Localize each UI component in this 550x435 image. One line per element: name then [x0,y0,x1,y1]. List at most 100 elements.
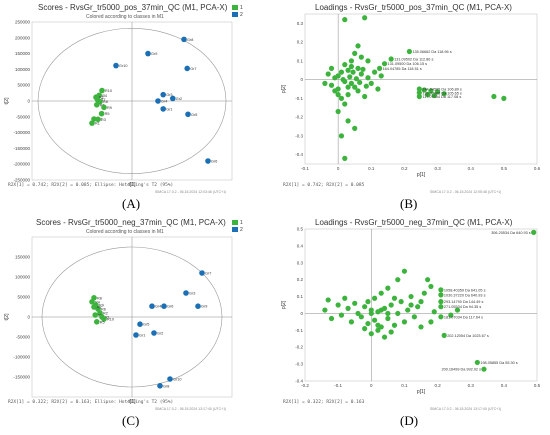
y-tick-label: 50000 [17,83,30,88]
legend-label: 1 [240,219,243,226]
data-point [161,303,167,309]
data-point [145,50,151,57]
point-label: R6 [101,308,106,312]
loading-point [428,283,434,290]
loading-point [338,95,345,101]
loading-point [355,65,361,71]
loading-point [391,322,398,328]
data-point [167,376,173,382]
loading-point [474,359,480,366]
loading-point [325,71,331,77]
loading-point [348,319,354,325]
loading-point [342,62,348,68]
loading-point [347,74,353,80]
chart-subtitle: Colored according to classes in M1 [86,229,164,235]
loading-point [425,92,431,98]
loading-point [491,93,497,100]
loadings-plot-d: 0.50.40.30.20.10-0.1-0.2-0.3-0.4-0.2 -0.1… [281,227,541,396]
loading-point [416,86,422,92]
loading-point [375,322,381,328]
loading-point [418,299,424,305]
loading-point [378,73,384,79]
loading-point [428,319,434,325]
loading-point [322,80,328,86]
loading-point [408,302,414,308]
loading-point [376,65,383,71]
point-label: R2 [99,96,104,100]
loading-point [342,101,348,107]
loading-point [368,80,374,86]
loading-point [362,304,368,310]
y-tick-label: -0.4 [295,152,303,157]
loading-point [355,43,361,49]
panel-d: Loadings - RvsGr_tr5000_neg_37min_QC (M1… [275,215,550,435]
loading-point [355,88,361,94]
loading-point [352,300,358,306]
point-label: R8 [103,100,108,104]
loading-point [328,65,335,71]
y-axis-label: p[2] [281,84,287,93]
legend: 1 2 [232,219,243,233]
point-label: Gr6 [167,305,173,309]
y-axis-label: t[2] [4,313,10,321]
legend-swatch [232,227,238,232]
legend-label: 2 [240,226,243,233]
loading-point [335,108,341,115]
chart-title: Loadings - RvsGr_tr5000_neg_37min_QC (M1… [315,218,513,227]
point-label: Gr3 [166,93,172,97]
x-tick-label: 0.1 [401,383,408,388]
data-point [101,104,107,111]
legend-label: 1 [240,4,243,11]
point-label: Gr2 [176,97,182,101]
loading-point [358,314,364,320]
point-label: Gr5 [191,113,197,117]
loading-point [381,334,388,340]
point-label: R7 [97,306,102,310]
data-point [195,303,201,309]
loading-point [418,324,424,330]
plot-frame [304,228,538,382]
loading-point [335,302,341,308]
legend-swatch [232,220,238,225]
x-tick-label: -0.1 [301,166,309,171]
y-tick-label: -0.2 [295,345,303,350]
y-axis-label: p[2] [281,300,287,309]
x-tick-label: 0.3 [434,166,441,171]
panel-c: Scores - RvsGr_tr5000_neg_37min_QC (M1, … [0,215,275,435]
y-tick-label: 0 [27,315,30,320]
y-tick-label: 100000 [15,275,31,280]
point-label: Gr10 [173,378,181,382]
data-point [89,120,95,126]
legend-item: 1 [232,219,243,226]
data-point [137,321,143,327]
point-label: Gr1 [166,107,172,111]
annotation-label: 117.07034 Da 117.08 s [422,95,461,99]
y-tick-label: 0 [300,311,303,316]
x-axis-label: p[1] [417,172,426,178]
loading-point [454,307,461,313]
loading-point [428,88,434,94]
data-point [95,116,101,123]
loading-point [388,56,394,62]
point-label: R5 [105,112,110,116]
chart-title: Scores - RvsGr_tr5000_pos_37min_QC (M1, … [38,3,228,12]
y-tick-label: -50000 [16,335,31,340]
loading-point [365,299,371,305]
point-label: R2 [103,312,108,316]
chart-subtitle: Colored according to classes in M1 [86,14,164,20]
loading-point [431,92,437,99]
y-tick-label: 0 [27,99,30,104]
y-tick-label: 250000 [15,20,31,25]
chart-footer: R2X[1] = 0.742; R2X[2] = 0.085 [283,183,365,188]
chart-footer-small: SIMCA 17.0.2 - 06.15.2024 12:05:48 (UTC+… [430,190,502,194]
loading-point [438,314,444,320]
annotation-label: 202.12054 Da 1023.67 s [447,334,489,338]
loading-point [362,15,368,21]
loading-point [501,95,507,101]
data-point [98,110,105,117]
loading-point [375,327,381,333]
y-tick-label: 0.4 [297,243,304,248]
x-tick-label: 0.4 [468,166,475,171]
y-tick-label: -0.1 [295,96,303,101]
loading-point [322,307,328,313]
